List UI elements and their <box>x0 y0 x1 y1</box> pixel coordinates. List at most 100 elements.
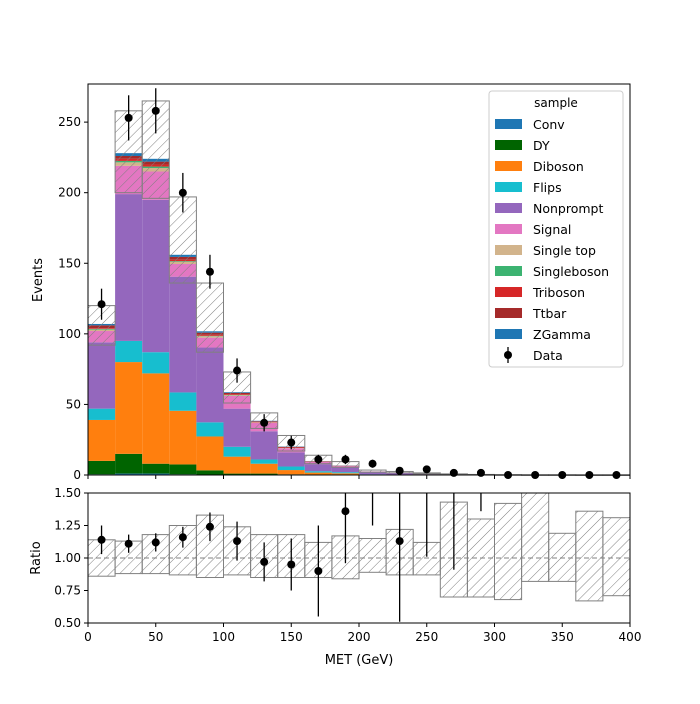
y-tick-label-2: 100 <box>58 327 81 341</box>
x-tick-label-8: 400 <box>619 630 642 644</box>
ratio-point-4 <box>206 523 214 531</box>
legend-label-5: Signal <box>533 222 571 237</box>
bar-3-2 <box>142 352 169 373</box>
bar-2-7 <box>278 470 305 474</box>
legend-label-3: Flips <box>533 180 562 195</box>
ratio-point-2 <box>152 538 160 546</box>
bar-4-5 <box>224 409 251 447</box>
x-tick-label-6: 300 <box>483 630 506 644</box>
legend-label-8: Triboson <box>532 285 585 300</box>
legend-label-data: Data <box>533 348 563 363</box>
x-tick-label-5: 250 <box>415 630 438 644</box>
data-point-5 <box>233 367 241 375</box>
ratio-y-tick-label-4: 1.50 <box>54 486 81 500</box>
bar-3-8 <box>305 471 332 472</box>
bar-1-2 <box>142 464 169 474</box>
bar-4-4 <box>196 348 223 423</box>
bar-3-0 <box>88 409 115 420</box>
x-tick-label-7: 350 <box>551 630 574 644</box>
bar-4-3 <box>169 277 196 393</box>
uncertainty-bin-4 <box>196 283 223 352</box>
bar-1-1 <box>115 454 142 474</box>
ratio-point-8 <box>314 567 322 575</box>
y-tick-label-0: 0 <box>73 468 81 482</box>
legend-label-1: DY <box>533 138 550 153</box>
uncertainty-bin-10 <box>359 470 386 472</box>
data-point-9 <box>341 455 349 463</box>
legend-swatch-9 <box>495 308 522 318</box>
bar-1-4 <box>196 470 223 474</box>
ratio-axis-label: Ratio <box>29 541 44 574</box>
legend-label-9: Ttbar <box>532 306 567 321</box>
data-point-6 <box>260 419 268 427</box>
bar-4-9 <box>332 468 359 473</box>
bar-3-7 <box>278 467 305 471</box>
bar-1-0 <box>88 461 115 474</box>
legend: sampleConvDYDibosonFlipsNonpromptSignalS… <box>489 91 623 367</box>
ratio-point-6 <box>260 558 268 566</box>
ratio-band-bin-16 <box>522 493 549 581</box>
data-point-2 <box>152 107 160 115</box>
legend-label-2: Diboson <box>533 159 584 174</box>
x-tick-label-1: 50 <box>148 630 163 644</box>
bar-2-3 <box>169 411 196 465</box>
x-tick-label-4: 200 <box>348 630 371 644</box>
ratio-point-9 <box>341 507 349 515</box>
bar-4-1 <box>115 194 142 341</box>
legend-swatch-0 <box>495 119 522 129</box>
data-point-8 <box>314 455 322 463</box>
bar-2-0 <box>88 420 115 461</box>
data-point-0 <box>98 300 106 308</box>
bar-2-6 <box>251 464 278 474</box>
ratio-band-bin-15 <box>495 503 522 599</box>
x-tick-label-0: 0 <box>84 630 92 644</box>
data-point-13 <box>450 469 458 477</box>
bar-3-6 <box>251 459 278 463</box>
data-point-10 <box>369 460 377 468</box>
bar-4-2 <box>142 200 169 352</box>
ratio-point-10 <box>396 537 404 545</box>
bar-4-7 <box>278 452 305 466</box>
data-point-11 <box>396 467 404 475</box>
data-point-4 <box>206 268 214 276</box>
legend-swatch-3 <box>495 182 522 192</box>
bar-3-1 <box>115 341 142 362</box>
legend-label-6: Single top <box>533 243 596 258</box>
bar-2-2 <box>142 373 169 463</box>
legend-label-0: Conv <box>533 117 565 132</box>
data-point-3 <box>179 189 187 197</box>
legend-title: sample <box>534 96 578 110</box>
data-point-1 <box>125 114 133 122</box>
y-axis-label: Events <box>31 258 46 302</box>
ratio-point-1 <box>125 540 133 548</box>
legend-label-10: ZGamma <box>533 327 591 342</box>
ratio-point-0 <box>98 536 106 544</box>
legend-swatch-1 <box>495 140 522 150</box>
legend-label-7: Singleboson <box>533 264 609 279</box>
ratio-point-5 <box>233 537 241 545</box>
bar-2-4 <box>196 436 223 470</box>
ratio-band-bin-19 <box>603 518 630 596</box>
bar-3-9 <box>332 472 359 473</box>
ratio-point-3 <box>179 533 187 541</box>
ratio-band-bin-18 <box>576 511 603 601</box>
legend-swatch-7 <box>495 266 522 276</box>
ratio-y-tick-label-1: 0.75 <box>54 584 81 598</box>
x-axis-label: MET (GeV) <box>325 653 394 668</box>
bar-3-3 <box>169 392 196 410</box>
bar-4-0 <box>88 342 115 408</box>
bar-2-5 <box>224 457 251 474</box>
bar-4-6 <box>251 431 278 459</box>
legend-swatch-6 <box>495 245 522 255</box>
ratio-band-bin-17 <box>549 533 576 581</box>
bar-1-3 <box>169 464 196 474</box>
bar-2-8 <box>305 473 332 475</box>
legend-swatch-4 <box>495 203 522 213</box>
y-tick-label-5: 250 <box>58 115 81 129</box>
legend-swatch-5 <box>495 224 522 234</box>
legend-swatch-2 <box>495 161 522 171</box>
y-tick-label-4: 200 <box>58 186 81 200</box>
ratio-band-bin-10 <box>359 539 386 573</box>
